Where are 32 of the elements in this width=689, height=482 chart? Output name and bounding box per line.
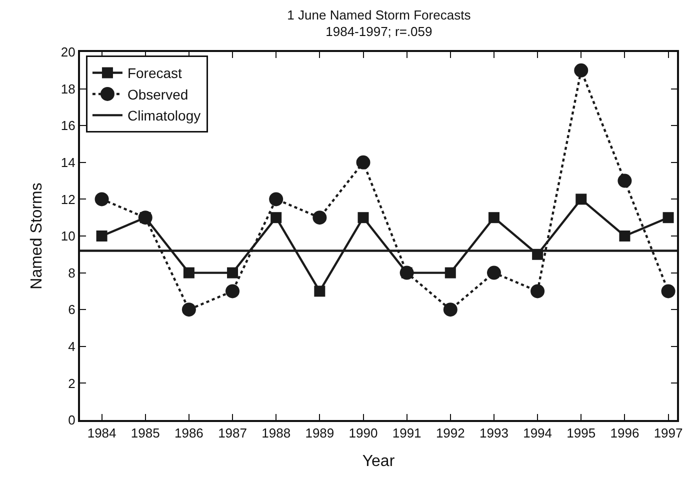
x-tick-label: 1992 xyxy=(436,426,465,441)
x-tick-label: 1994 xyxy=(523,426,552,441)
y-tick-label: 12 xyxy=(60,192,76,207)
y-tick-label: 16 xyxy=(60,118,76,134)
y-tick-label: 6 xyxy=(68,302,76,318)
x-tick-label: 1995 xyxy=(566,426,596,441)
x-tick-label: 1987 xyxy=(218,426,247,441)
y-tick-label: 10 xyxy=(60,228,76,244)
y-tick-label: 18 xyxy=(60,81,76,96)
x-tick-label: 1989 xyxy=(305,426,334,441)
chart-title: 1 June Named Storm Forecasts xyxy=(287,7,472,22)
x-tick-label: 1986 xyxy=(174,426,204,441)
legend-label: Forecast xyxy=(127,65,182,82)
chart-subtitle: 1984-1997; r=.059 xyxy=(326,24,432,40)
legend-label: Climatology xyxy=(127,108,201,124)
y-tick-label: 4 xyxy=(68,338,76,354)
x-tick-label: 1993 xyxy=(480,426,508,441)
y-tick-label: 2 xyxy=(68,376,76,391)
x-axis-title: Year xyxy=(362,452,396,470)
legend-label: Observed xyxy=(127,86,188,102)
x-tick-label: 1990 xyxy=(348,426,378,441)
y-axis-title: Named Storms xyxy=(28,182,46,290)
x-tick-label: 1996 xyxy=(610,426,640,441)
y-tick-label: 8 xyxy=(68,265,76,280)
x-tick-label: 1997 xyxy=(654,426,683,441)
x-tick-label: 1984 xyxy=(87,426,116,441)
y-tick-label: 14 xyxy=(60,154,76,170)
x-tick-label: 1985 xyxy=(130,426,160,441)
x-tick-label: 1991 xyxy=(392,426,422,441)
x-tick-label: 1988 xyxy=(262,426,291,441)
y-tick-label: 0 xyxy=(68,412,76,428)
y-tick-label: 20 xyxy=(60,44,76,60)
